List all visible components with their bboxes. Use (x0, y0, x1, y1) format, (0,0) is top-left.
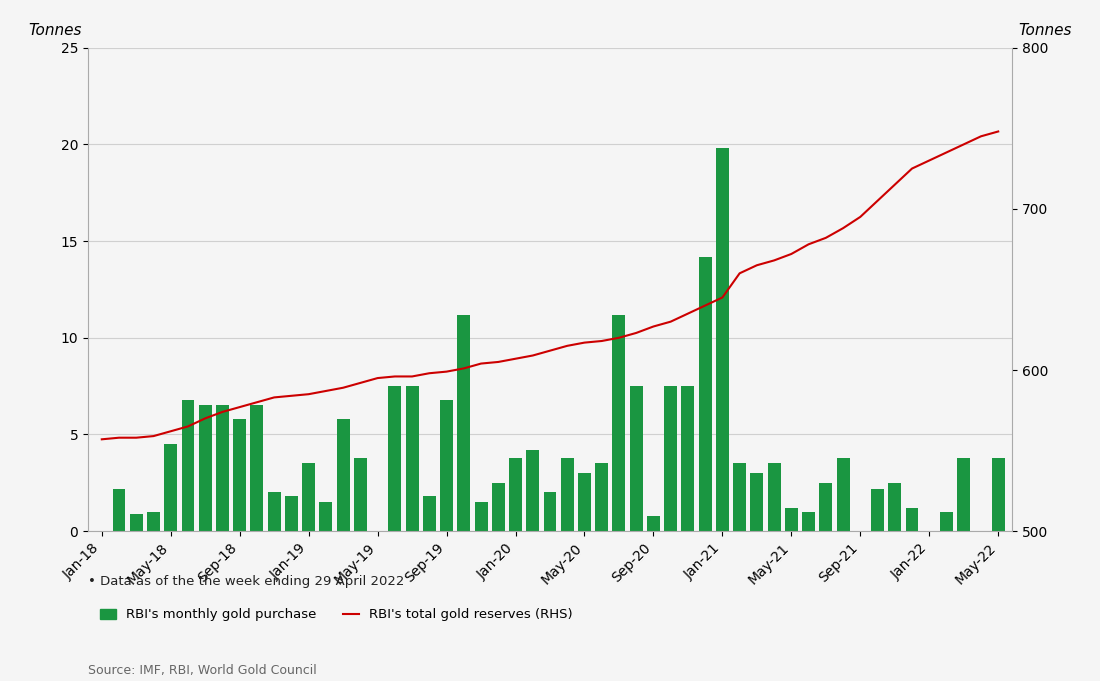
Bar (905, 508, 918, 531)
Bar (647, 516, 660, 531)
Bar (681, 386, 694, 531)
Bar (768, 464, 781, 531)
Text: Tonnes: Tonnes (1019, 23, 1072, 38)
Bar (543, 492, 557, 531)
Bar (474, 502, 487, 531)
Bar (802, 512, 815, 531)
Bar (147, 512, 160, 531)
Bar (613, 315, 626, 531)
Bar (750, 473, 763, 531)
Bar (458, 315, 471, 531)
Bar (716, 148, 729, 531)
Text: Tonnes: Tonnes (28, 23, 81, 38)
Bar (820, 483, 833, 531)
Bar (578, 473, 591, 531)
Text: Source: IMF, RBI, World Gold Council: Source: IMF, RBI, World Gold Council (88, 664, 317, 677)
Bar (561, 458, 574, 531)
Bar (130, 513, 143, 531)
Bar (440, 400, 453, 531)
Bar (285, 496, 298, 531)
Bar (871, 489, 884, 531)
Bar (267, 492, 280, 531)
Bar (837, 458, 849, 531)
Bar (940, 512, 953, 531)
Bar (629, 386, 642, 531)
Bar (734, 464, 746, 531)
Bar (509, 458, 522, 531)
Bar (337, 419, 350, 531)
Bar (664, 386, 678, 531)
Bar (957, 458, 970, 531)
Bar (302, 464, 315, 531)
Bar (785, 508, 798, 531)
Bar (595, 464, 608, 531)
Bar (388, 386, 401, 531)
Bar (492, 483, 505, 531)
Bar (406, 386, 419, 531)
Bar (199, 405, 211, 531)
Bar (698, 257, 712, 531)
Bar (216, 405, 229, 531)
Bar (354, 458, 366, 531)
Bar (233, 419, 246, 531)
Bar (319, 502, 332, 531)
Bar (182, 400, 195, 531)
Text: • Data as of the the week ending 29 April 2022: • Data as of the the week ending 29 Apri… (88, 575, 405, 588)
Bar (112, 489, 125, 531)
Bar (251, 405, 263, 531)
Bar (422, 496, 436, 531)
Bar (889, 483, 901, 531)
Bar (164, 444, 177, 531)
Legend: RBI's monthly gold purchase, RBI's total gold reserves (RHS): RBI's monthly gold purchase, RBI's total… (95, 603, 579, 627)
Bar (992, 458, 1004, 531)
Bar (526, 450, 539, 531)
